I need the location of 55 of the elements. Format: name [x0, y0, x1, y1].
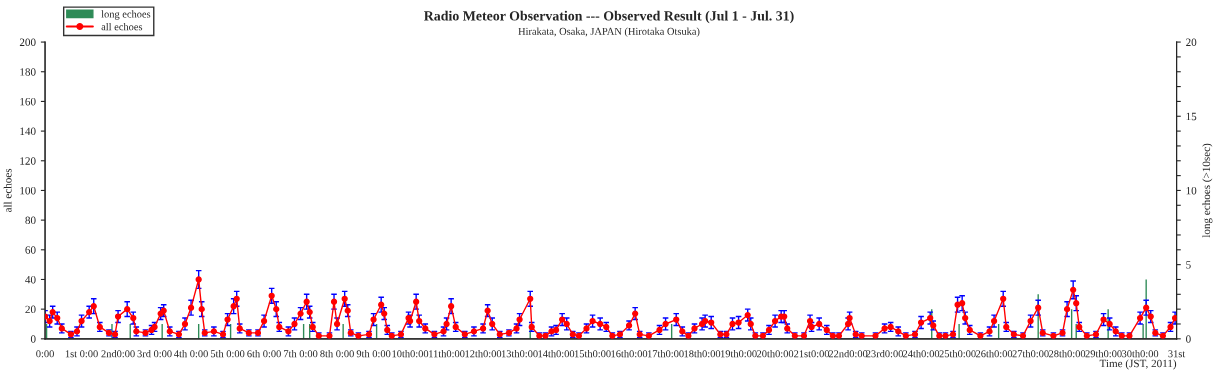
x-tick-label: 6th 0:00: [247, 349, 281, 358]
y-tick-label: 100: [20, 186, 36, 195]
x-tick-label: 25th0:00: [939, 349, 976, 358]
x-tick-label: 24th0:00: [903, 349, 940, 358]
x-tick-label: 10th0:00: [392, 349, 429, 358]
legend-label: long echoes: [101, 10, 151, 20]
x-tick-label: 3rd 0:00: [137, 349, 172, 358]
y2-tick-label: 10: [1186, 186, 1197, 195]
y-tick-label: 20: [25, 305, 36, 314]
x-tick-label: 12th0:00: [465, 349, 502, 358]
y-tick-label: 160: [20, 97, 36, 106]
y-tick-label: 180: [20, 68, 36, 76]
y-tick-label: 120: [20, 157, 36, 165]
x-tick-label: 20th0:00: [757, 349, 794, 358]
x-tick-label: 22nd0:00: [828, 349, 868, 358]
x-tick-label: 0:00: [36, 350, 54, 358]
x-tick-label: 18th0:00: [684, 349, 721, 358]
y2-tick-label: 20: [1186, 38, 1197, 47]
x-tick-label: 14th0:00: [538, 349, 575, 358]
y2-axis-title: long echoes (>10sec): [1202, 143, 1213, 238]
x-axis-title: Time (JST, 2011): [1099, 359, 1177, 370]
x-tick-label: 5th 0:00: [210, 349, 245, 358]
chart-subtitle: Hirakata, Osaka, JAPAN (Hirotaka Otsuka): [518, 27, 700, 37]
x-tick-label: 26th0:00: [976, 349, 1013, 358]
chart-title: Radio Meteor Observation --- Observed Result (Jul 1 - Jul. 31): [424, 10, 794, 24]
x-tick-label: 23rd0:00: [866, 349, 903, 358]
y2-tick-label: 5: [1186, 261, 1191, 269]
y-tick-label: 80: [25, 216, 36, 225]
y-tick-label: 0: [30, 335, 36, 343]
x-tick-label: 13th0:00: [501, 349, 538, 358]
y-tick-label: 140: [20, 127, 36, 136]
legend-label: all echoes: [101, 22, 143, 31]
y2-tick-label: 15: [1186, 112, 1197, 121]
x-tick-label: 19th0:00: [720, 349, 757, 358]
x-tick-label: 7th 0:00: [284, 349, 318, 358]
x-tick-label: 2nd0:00: [101, 349, 135, 358]
x-tick-label: 17th0:00: [647, 349, 684, 358]
x-tick-label: 15th0:00: [574, 349, 611, 358]
x-tick-label: 30th0:00: [1122, 349, 1159, 358]
y-tick-label: 200: [19, 38, 36, 47]
x-tick-label: 16th0:00: [611, 349, 648, 358]
x-tick-label: 4th 0:00: [174, 349, 208, 358]
x-tick-label: 29th0:00: [1085, 349, 1122, 358]
x-tick-label: 8th 0:00: [320, 349, 354, 358]
y-axis-title: all echoes: [3, 168, 12, 213]
x-tick-label: 31st: [1168, 350, 1186, 358]
y-tick-label: 60: [25, 246, 36, 254]
x-tick-label: 1st 0:00: [65, 350, 98, 358]
x-tick-label: 9th 0:00: [356, 349, 391, 358]
x-tick-label: 28th0:00: [1049, 349, 1086, 358]
y-tick-label: 40: [25, 275, 36, 284]
y2-tick-label: 0: [1186, 335, 1191, 343]
x-tick-label: 21st0:00: [794, 350, 830, 358]
x-tick-label: 27th0:00: [1012, 349, 1049, 358]
x-tick-label: 11th0:00: [429, 349, 465, 358]
